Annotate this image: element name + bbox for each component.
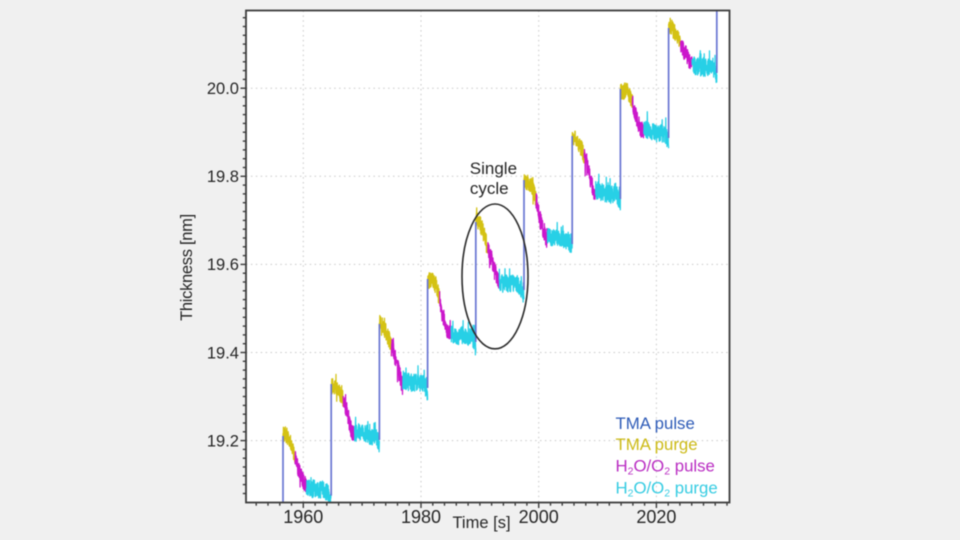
svg-text:19.8: 19.8	[207, 168, 239, 186]
svg-text:19.6: 19.6	[207, 256, 239, 274]
svg-text:cycle: cycle	[470, 179, 509, 198]
svg-text:Time [s]: Time [s]	[452, 514, 510, 532]
svg-text:19.2: 19.2	[207, 432, 239, 450]
svg-text:2000: 2000	[519, 507, 559, 527]
svg-text:Thickness [nm]: Thickness [nm]	[178, 214, 196, 321]
svg-text:TMA pulse: TMA pulse	[616, 414, 695, 433]
svg-text:TMA purge: TMA purge	[616, 435, 698, 454]
svg-text:H2O/O2 pulse: H2O/O2 pulse	[616, 457, 715, 478]
svg-text:H2O/O2 purge: H2O/O2 purge	[616, 479, 718, 500]
svg-text:Single: Single	[470, 159, 517, 178]
svg-text:1960: 1960	[283, 507, 323, 527]
svg-text:19.4: 19.4	[207, 344, 239, 362]
svg-text:20.0: 20.0	[207, 80, 239, 98]
svg-text:1980: 1980	[401, 507, 441, 527]
svg-text:2020: 2020	[636, 507, 676, 527]
